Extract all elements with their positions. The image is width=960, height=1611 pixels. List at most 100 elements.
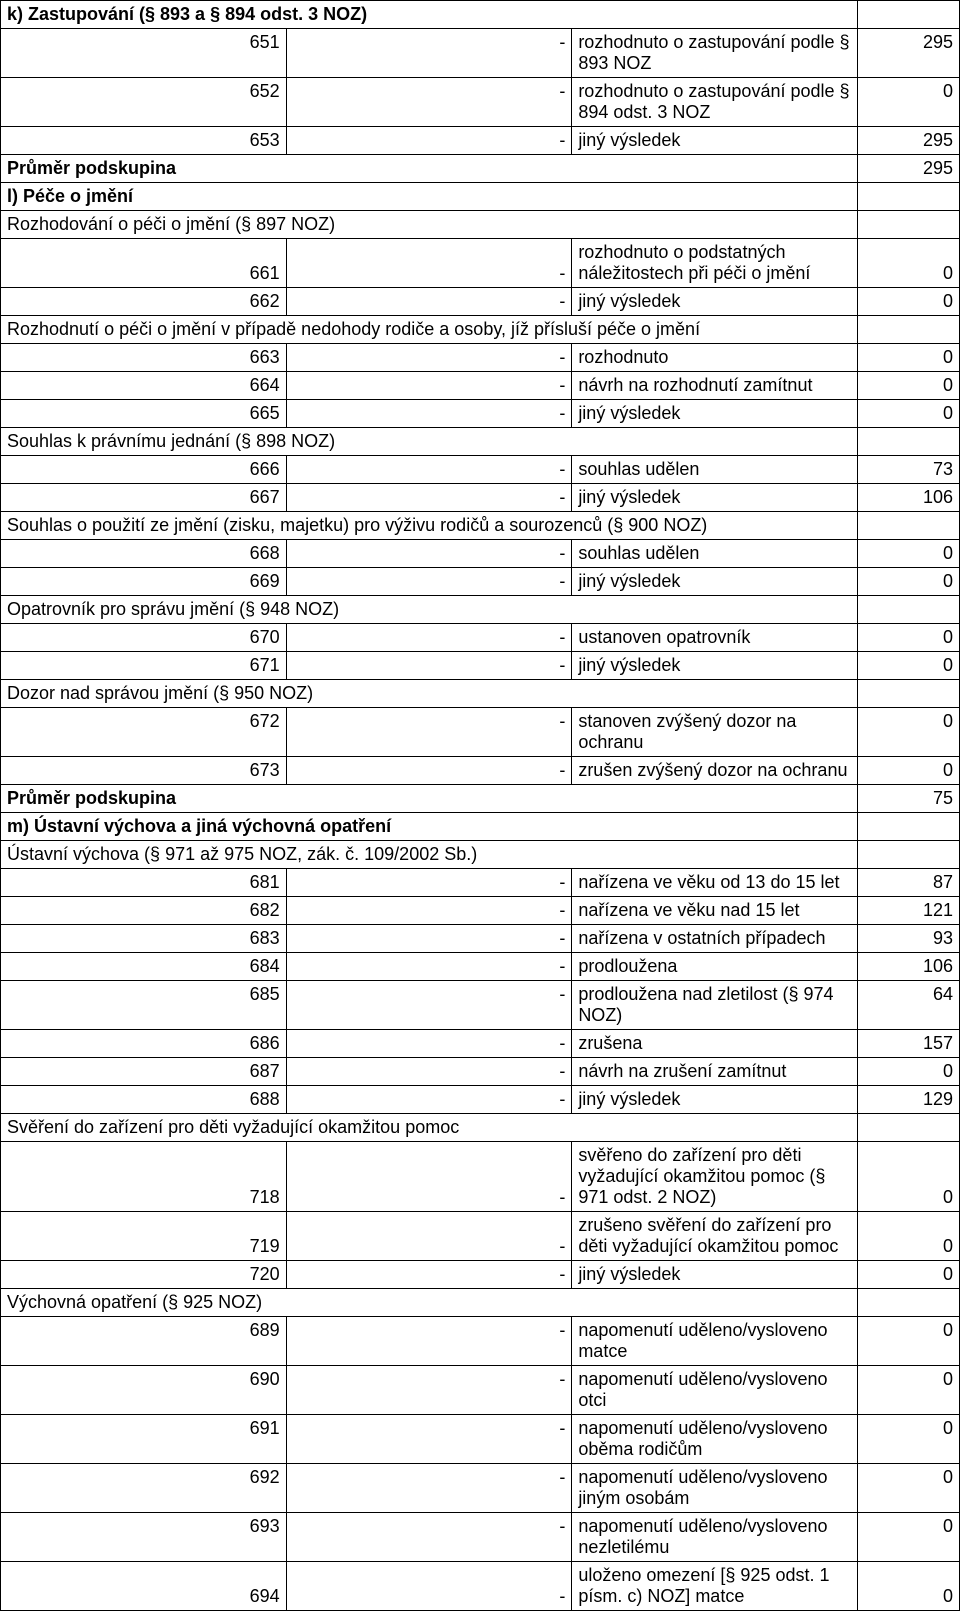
row-code: 672 [1, 708, 287, 757]
table-row: 718-svěřeno do zařízení pro děti vyžaduj… [1, 1142, 960, 1212]
row-dash: - [286, 372, 572, 400]
subheader-value [858, 512, 960, 540]
row-description: rozhodnuto o podstatných náležitostech p… [572, 239, 858, 288]
row-value: 0 [858, 239, 960, 288]
table-row: 664-návrh na rozhodnutí zamítnut0 [1, 372, 960, 400]
table-row: Rozhodování o péči o jmění (§ 897 NOZ) [1, 211, 960, 239]
row-value: 0 [858, 372, 960, 400]
subheader-title: Ústavní výchova (§ 971 až 975 NOZ, zák. … [1, 841, 858, 869]
row-code: 671 [1, 652, 287, 680]
table-row: 684-prodloužena106 [1, 953, 960, 981]
row-value: 106 [858, 953, 960, 981]
table-row: 690-napomenutí uděleno/vysloveno otci0 [1, 1366, 960, 1415]
subheader-value [858, 211, 960, 239]
row-dash: - [286, 400, 572, 428]
subheader-value [858, 680, 960, 708]
subheader-value [858, 1289, 960, 1317]
row-dash: - [286, 1366, 572, 1415]
table-row: 686-zrušena157 [1, 1030, 960, 1058]
data-table: k) Zastupování (§ 893 a § 894 odst. 3 NO… [0, 0, 960, 1611]
row-description: souhlas udělen [572, 540, 858, 568]
table-row: 669-jiný výsledek0 [1, 568, 960, 596]
table-row: 661-rozhodnuto o podstatných náležitoste… [1, 239, 960, 288]
section-title: m) Ústavní výchova a jiná výchovná opatř… [1, 813, 858, 841]
row-code: 690 [1, 1366, 287, 1415]
row-description: napomenutí uděleno/vysloveno nezletilému [572, 1513, 858, 1562]
row-value: 0 [858, 344, 960, 372]
row-code: 670 [1, 624, 287, 652]
table-row: Průměr podskupina295 [1, 155, 960, 183]
subheader-value [858, 316, 960, 344]
subheader-title: Souhlas k právnímu jednání (§ 898 NOZ) [1, 428, 858, 456]
row-description: souhlas udělen [572, 456, 858, 484]
table-row: 719-zrušeno svěření do zařízení pro děti… [1, 1212, 960, 1261]
row-value: 0 [858, 1212, 960, 1261]
section-value: 75 [858, 785, 960, 813]
row-description: napomenutí uděleno/vysloveno matce [572, 1317, 858, 1366]
row-dash: - [286, 78, 572, 127]
table-row: 670-ustanoven opatrovník0 [1, 624, 960, 652]
row-description: ustanoven opatrovník [572, 624, 858, 652]
row-code: 687 [1, 1058, 287, 1086]
row-code: 662 [1, 288, 287, 316]
section-title: k) Zastupování (§ 893 a § 894 odst. 3 NO… [1, 1, 858, 29]
row-dash: - [286, 1464, 572, 1513]
row-code: 652 [1, 78, 287, 127]
section-value [858, 1, 960, 29]
section-title: l) Péče o jmění [1, 183, 858, 211]
row-description: rozhodnuto o zastupování podle § 894 ods… [572, 78, 858, 127]
row-value: 0 [858, 1562, 960, 1611]
row-dash: - [286, 344, 572, 372]
row-dash: - [286, 1562, 572, 1611]
row-value: 87 [858, 869, 960, 897]
table-row: 668-souhlas udělen0 [1, 540, 960, 568]
table-row: 692-napomenutí uděleno/vysloveno jiným o… [1, 1464, 960, 1513]
row-value: 0 [858, 540, 960, 568]
row-description: jiný výsledek [572, 288, 858, 316]
row-value: 0 [858, 1261, 960, 1289]
row-dash: - [286, 288, 572, 316]
row-dash: - [286, 1317, 572, 1366]
table-row: 672-stanoven zvýšený dozor na ochranu0 [1, 708, 960, 757]
table-row: Průměr podskupina75 [1, 785, 960, 813]
row-description: jiný výsledek [572, 652, 858, 680]
row-dash: - [286, 1030, 572, 1058]
section-value [858, 813, 960, 841]
row-description: rozhodnuto [572, 344, 858, 372]
row-dash: - [286, 757, 572, 785]
row-code: 682 [1, 897, 287, 925]
row-description: jiný výsledek [572, 568, 858, 596]
row-code: 651 [1, 29, 287, 78]
table-row: 682-nařízena ve věku nad 15 let121 [1, 897, 960, 925]
row-description: napomenutí uděleno/vysloveno oběma rodič… [572, 1415, 858, 1464]
row-code: 681 [1, 869, 287, 897]
row-dash: - [286, 456, 572, 484]
table-row: Dozor nad správou jmění (§ 950 NOZ) [1, 680, 960, 708]
subheader-title: Rozhodování o péči o jmění (§ 897 NOZ) [1, 211, 858, 239]
row-code: 691 [1, 1415, 287, 1464]
row-description: stanoven zvýšený dozor na ochranu [572, 708, 858, 757]
row-dash: - [286, 568, 572, 596]
row-code: 689 [1, 1317, 287, 1366]
row-description: návrh na rozhodnutí zamítnut [572, 372, 858, 400]
row-dash: - [286, 1415, 572, 1464]
row-code: 719 [1, 1212, 287, 1261]
table-row: 662-jiný výsledek0 [1, 288, 960, 316]
row-value: 129 [858, 1086, 960, 1114]
table-row: k) Zastupování (§ 893 a § 894 odst. 3 NO… [1, 1, 960, 29]
section-value: 295 [858, 155, 960, 183]
subheader-title: Opatrovník pro správu jmění (§ 948 NOZ) [1, 596, 858, 624]
row-value: 73 [858, 456, 960, 484]
row-value: 0 [858, 1415, 960, 1464]
row-dash: - [286, 869, 572, 897]
table-row: Výchovná opatření (§ 925 NOZ) [1, 1289, 960, 1317]
row-code: 669 [1, 568, 287, 596]
subheader-value [858, 841, 960, 869]
subheader-value [858, 428, 960, 456]
table-row: 652-rozhodnuto o zastupování podle § 894… [1, 78, 960, 127]
row-dash: - [286, 1058, 572, 1086]
section-title: Průměr podskupina [1, 785, 858, 813]
subheader-value [858, 596, 960, 624]
section-value [858, 183, 960, 211]
row-code: 661 [1, 239, 287, 288]
